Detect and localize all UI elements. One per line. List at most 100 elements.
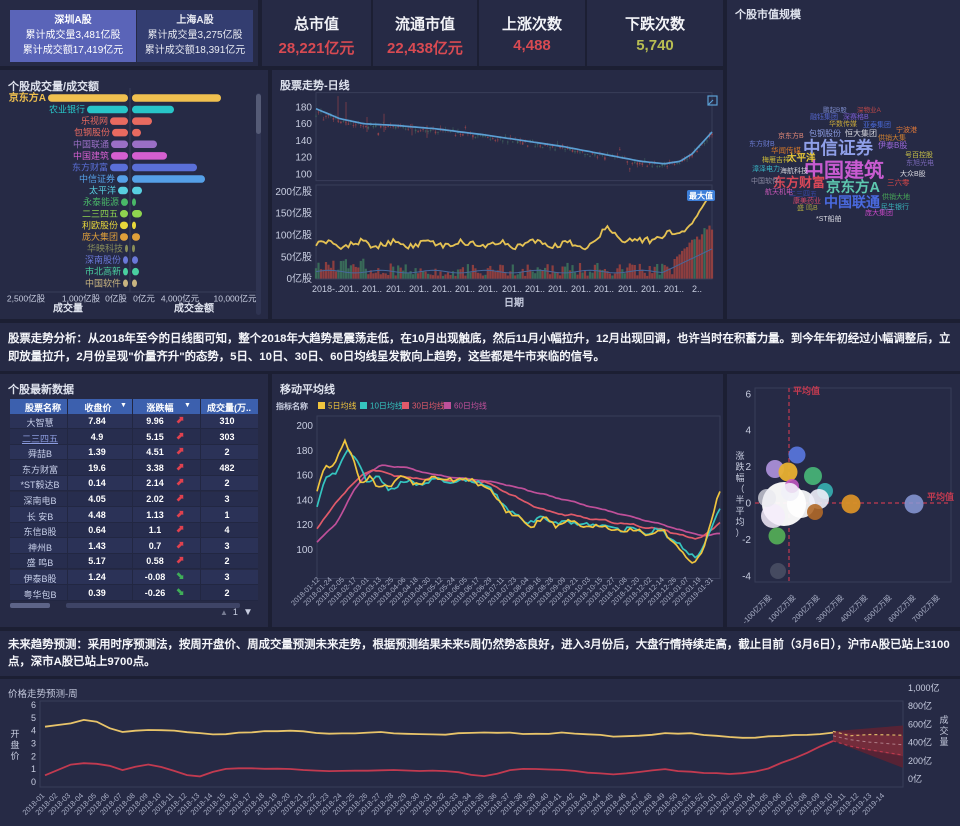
svg-text:伊泰B股: 伊泰B股 xyxy=(878,140,907,150)
svg-text:200: 200 xyxy=(296,421,313,432)
svg-text:2..: 2.. xyxy=(692,284,702,294)
svg-text:5: 5 xyxy=(31,713,36,723)
svg-text:中国联通: 中国联通 xyxy=(824,194,880,210)
svg-text:梅雁吉祥: 梅雁吉祥 xyxy=(762,155,790,164)
svg-text:亚泰集团: 亚泰集团 xyxy=(863,120,891,129)
svg-text:0亿股: 0亿股 xyxy=(105,294,127,304)
svg-text:中国软件: 中国软件 xyxy=(85,277,121,288)
svg-text:600亿: 600亿 xyxy=(908,718,932,729)
svg-text:4: 4 xyxy=(745,426,751,437)
svg-text:深物业A: 深物业A xyxy=(857,105,882,114)
svg-text:深赛格B: 深赛格B xyxy=(843,112,869,121)
svg-text:201..: 201.. xyxy=(525,284,545,294)
svg-text:京东方A: 京东方A xyxy=(9,91,46,104)
svg-text:2: 2 xyxy=(31,751,36,761)
svg-text:120: 120 xyxy=(296,520,313,531)
svg-text:4: 4 xyxy=(31,726,36,736)
svg-text:800亿: 800亿 xyxy=(908,700,932,711)
svg-text:201..: 201.. xyxy=(502,284,522,294)
svg-text:2,500亿股: 2,500亿股 xyxy=(7,294,46,304)
svg-text:永泰能源: 永泰能源 xyxy=(83,196,119,207)
svg-text:融钰集团: 融钰集团 xyxy=(810,112,838,121)
svg-text:开盘价: 开盘价 xyxy=(10,729,19,761)
svg-text:东方财富: 东方财富 xyxy=(72,162,108,173)
svg-text:乐视网: 乐视网 xyxy=(81,115,108,126)
svg-text:3: 3 xyxy=(31,739,36,749)
svg-text:180: 180 xyxy=(296,446,313,457)
svg-text:6: 6 xyxy=(745,389,751,400)
svg-text:120: 120 xyxy=(295,153,312,164)
svg-text:二三四五: 二三四五 xyxy=(82,209,118,219)
svg-text:成交金额: 成交金额 xyxy=(174,302,214,315)
svg-text:市北高新: 市北高新 xyxy=(85,266,121,277)
svg-text:东方财富: 东方财富 xyxy=(773,175,825,190)
svg-text:100亿股: 100亿股 xyxy=(275,229,312,242)
svg-text:中国联通: 中国联通 xyxy=(73,138,109,149)
svg-text:0亿元: 0亿元 xyxy=(133,294,155,304)
svg-text:中信证券: 中信证券 xyxy=(79,173,115,184)
svg-text:号百控股: 号百控股 xyxy=(905,150,933,159)
svg-text:供销大地: 供销大地 xyxy=(882,192,910,201)
svg-text:日期: 日期 xyxy=(504,296,524,309)
svg-text:201..: 201.. xyxy=(618,284,638,294)
svg-text:成交量: 成交量 xyxy=(53,302,83,315)
svg-text:宁波港: 宁波港 xyxy=(896,125,917,134)
svg-text:*ST船舶: *ST船舶 xyxy=(816,214,842,223)
svg-text:中国建筑: 中国建筑 xyxy=(73,150,109,161)
svg-text:庞大集团: 庞大集团 xyxy=(82,231,118,242)
svg-text:201..: 201.. xyxy=(386,284,406,294)
svg-text:201..: 201.. xyxy=(664,284,684,294)
svg-text:1,000亿: 1,000亿 xyxy=(908,682,940,693)
svg-text:海航科技: 海航科技 xyxy=(780,166,808,175)
svg-text:京东方A: 京东方A xyxy=(826,178,880,196)
svg-text:201..: 201.. xyxy=(594,284,614,294)
svg-text:东旭光电: 东旭光电 xyxy=(906,158,934,167)
svg-text:60日均线: 60日均线 xyxy=(454,401,487,411)
svg-text:100: 100 xyxy=(296,545,313,556)
svg-text:民生银行: 民生银行 xyxy=(881,202,909,211)
svg-text:201..: 201.. xyxy=(641,284,661,294)
svg-text:201..: 201.. xyxy=(409,284,429,294)
svg-text:农业银行: 农业银行 xyxy=(49,104,85,115)
svg-text:三六零: 三六零 xyxy=(887,177,910,187)
svg-text:200亿: 200亿 xyxy=(908,755,932,766)
svg-text:1: 1 xyxy=(31,764,36,774)
svg-text:太平洋: 太平洋 xyxy=(787,152,816,164)
svg-text:包钢股份: 包钢股份 xyxy=(809,128,841,138)
svg-text:160: 160 xyxy=(295,119,312,130)
svg-text:400亿: 400亿 xyxy=(908,737,932,748)
svg-text:中信证券: 中信证券 xyxy=(803,138,873,158)
svg-text:漳泽电力: 漳泽电力 xyxy=(752,164,780,173)
svg-text:平均值: 平均值 xyxy=(793,385,820,396)
svg-text:涨跌幅（半平均）: 涨跌幅（半平均） xyxy=(735,451,744,538)
svg-text:50亿股: 50亿股 xyxy=(281,250,312,263)
svg-text:华数传媒: 华数传媒 xyxy=(829,119,857,128)
svg-text:庞大集团: 庞大集团 xyxy=(865,208,893,217)
svg-text:盛 鸣B: 盛 鸣B xyxy=(797,203,818,212)
svg-text:10,000亿元: 10,000亿元 xyxy=(214,294,257,304)
svg-text:平均值: 平均值 xyxy=(927,491,954,502)
svg-text:华映科技: 华映科技 xyxy=(87,243,123,254)
svg-text:201..: 201.. xyxy=(432,284,452,294)
svg-text:华闻传媒: 华闻传媒 xyxy=(771,145,801,155)
svg-text:10日均线: 10日均线 xyxy=(370,401,403,411)
svg-text:2018-..: 2018-.. xyxy=(312,284,340,294)
svg-text:京东方B: 京东方B xyxy=(778,131,804,140)
svg-text:100: 100 xyxy=(295,169,312,180)
svg-text:180: 180 xyxy=(295,103,312,114)
svg-text:-4: -4 xyxy=(742,571,751,582)
svg-text:供销大集: 供销大集 xyxy=(878,133,906,142)
svg-text:0: 0 xyxy=(31,777,36,787)
svg-text:201..: 201.. xyxy=(455,284,475,294)
svg-text:0亿: 0亿 xyxy=(908,773,922,784)
svg-text:201..: 201.. xyxy=(339,284,359,294)
svg-text:150亿股: 150亿股 xyxy=(275,207,312,220)
svg-text:太平洋: 太平洋 xyxy=(89,185,116,196)
svg-text:6: 6 xyxy=(31,700,36,710)
svg-text:指标名称: 指标名称 xyxy=(276,401,308,411)
svg-text:最大值: 最大值 xyxy=(689,191,713,201)
svg-text:航天机电: 航天机电 xyxy=(765,187,793,196)
svg-text:200亿股: 200亿股 xyxy=(275,185,312,198)
svg-text:大众B股: 大众B股 xyxy=(900,169,926,178)
svg-text:0: 0 xyxy=(745,499,751,510)
